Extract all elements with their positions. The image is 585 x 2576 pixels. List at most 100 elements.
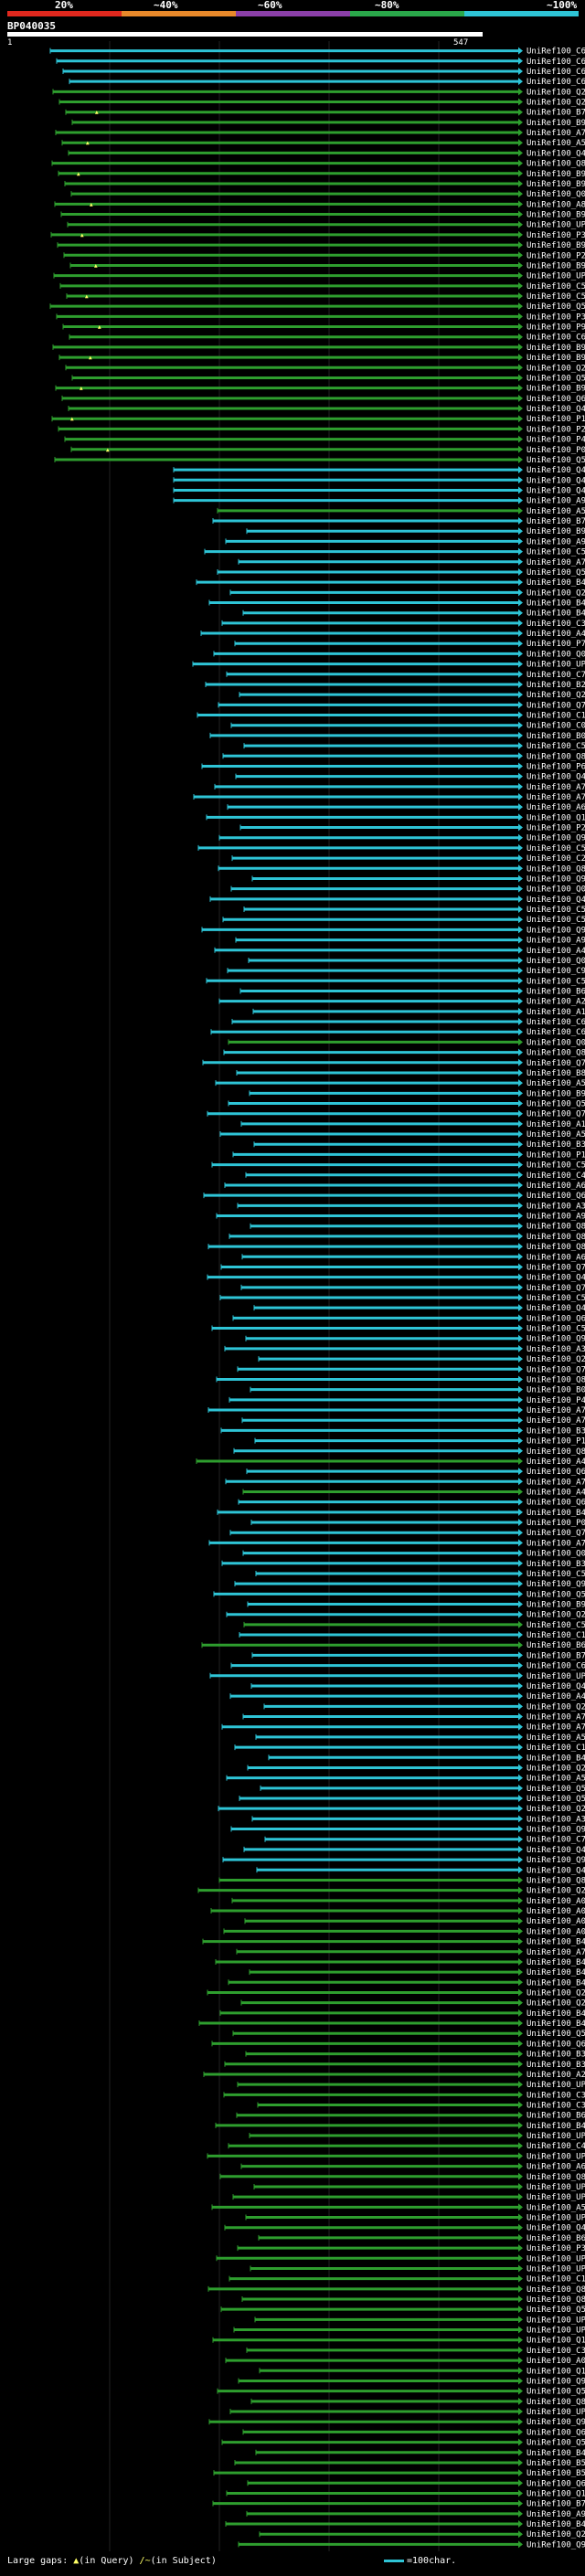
hit-label[interactable]: UniRef100_Q6FUE0 [526, 1314, 585, 1323]
hit-label[interactable]: UniRef100_Q0DJC0 [526, 190, 585, 199]
hit-label[interactable]: UniRef100_Q1SF75 [526, 2367, 585, 2376]
hit-label[interactable]: UniRef100_UP1000... [526, 661, 585, 670]
hit-label[interactable]: UniRef100_A7QMX6 [526, 1539, 585, 1548]
hit-label[interactable]: UniRef100_Q2Y6Q4 [526, 2530, 585, 2539]
hit-label[interactable]: UniRef100_C5DIR0 [526, 1294, 585, 1303]
hit-label[interactable]: UniRef100_A4R2F6 [526, 947, 585, 956]
hit-label[interactable]: UniRef100_Q7SP24 [526, 701, 585, 710]
hit-label[interactable]: UniRef100_C0S685 [526, 722, 585, 731]
hit-label[interactable]: UniRef100_A7RN38 [526, 1713, 585, 1723]
hit-label[interactable]: UniRef100_UP1000... [526, 272, 585, 281]
hit-label[interactable]: UniRef100_Q62526 [526, 2040, 585, 2049]
hit-label[interactable]: UniRef100_UP1000... [526, 2132, 585, 2141]
hit-label[interactable]: UniRef100_Q20727 [526, 1999, 585, 2009]
hit-label[interactable]: UniRef100_UP1000... [526, 2152, 585, 2161]
hit-label[interactable]: UniRef100_C5E3Z2 [526, 1570, 585, 1579]
hit-label[interactable]: UniRef100_A0E6R2 [526, 1907, 585, 1916]
hit-label[interactable]: UniRef100_UP1000... [526, 221, 585, 230]
hit-label[interactable]: UniRef100_C5Z3W6 [526, 1161, 585, 1171]
hit-label[interactable]: UniRef100_C4M7P7 [526, 2142, 585, 2151]
hit-label[interactable]: UniRef100_Q9UTW9 [526, 1335, 585, 1344]
hit-label[interactable]: UniRef100_A3LU05 [526, 1345, 585, 1354]
hit-label[interactable]: UniRef100_Q6ZNC1 [526, 1499, 585, 1508]
hit-label[interactable]: UniRef100_Q9P8M1 [526, 875, 585, 884]
hit-label[interactable]: UniRef100_Q22M56 [526, 1887, 585, 1896]
hit-label[interactable]: UniRef100_C5E317 [526, 1325, 585, 1334]
hit-label[interactable]: UniRef100_C6HEV0 [526, 1018, 585, 1027]
hit-label[interactable]: UniRef100_Q41630 [526, 466, 585, 475]
hit-label[interactable]: UniRef100_A7SL92 [526, 1723, 585, 1733]
hit-label[interactable]: UniRef100_C5Z1N1 [526, 548, 585, 557]
hit-label[interactable]: UniRef100_B6KKU9 [526, 2234, 585, 2243]
hit-label[interactable]: UniRef100_UP1000... [526, 2327, 585, 2336]
hit-label[interactable]: UniRef100_B2B1N6 [526, 681, 585, 690]
hit-label[interactable]: UniRef100_B9RYW7 [526, 119, 585, 128]
hit-label[interactable]: UniRef100_C5P936 [526, 844, 585, 853]
hit-label[interactable]: UniRef100_A9PDW7 [526, 537, 585, 546]
hit-label[interactable]: UniRef100_Q4DD13 [526, 1304, 585, 1313]
hit-label[interactable]: UniRef100_Q41628 [526, 476, 585, 485]
hit-label[interactable]: UniRef100_C5K7W1 [526, 742, 585, 751]
hit-label[interactable]: UniRef100_P40941 [526, 436, 585, 445]
hit-label[interactable]: UniRef100_A2R6S8 [526, 998, 585, 1007]
hit-label[interactable]: UniRef100_Q26006 [526, 1805, 585, 1814]
hit-label[interactable]: UniRef100_Q5U2T2 [526, 2306, 585, 2315]
hit-label[interactable]: UniRef100_C2LEE6 [526, 854, 585, 864]
hit-label[interactable]: UniRef100_P18238 [526, 1437, 585, 1447]
hit-label[interactable]: UniRef100_Q2HWA0 [526, 691, 585, 700]
hit-label[interactable]: UniRef100_A9X787 [526, 2510, 585, 2519]
hit-label[interactable]: UniRef100_Q6BPN0 [526, 1192, 585, 1201]
hit-label[interactable]: UniRef100_C1BZG7 [526, 2275, 585, 2284]
hit-label[interactable]: UniRef100_Q4UDK1 [526, 1682, 585, 1691]
hit-label[interactable]: UniRef100_A0C6B0 [526, 2357, 585, 2366]
hit-label[interactable]: UniRef100_A5HUF4 [526, 1130, 585, 1140]
hit-label[interactable]: UniRef100_P27081 [526, 251, 585, 260]
hit-label[interactable]: UniRef100_B4NLJ9 [526, 1958, 585, 1967]
hit-label[interactable]: UniRef100_C3YDH8 [526, 2102, 585, 2111]
hit-label[interactable]: UniRef100_Q91Z57 [526, 1580, 585, 1589]
hit-label[interactable]: UniRef100_C7RHV1 [526, 1836, 585, 1845]
hit-label[interactable]: UniRef100_B9HHM8 [526, 211, 585, 220]
hit-label[interactable]: UniRef100_C1HCX9 [526, 712, 585, 721]
hit-label[interactable]: UniRef100_Q8JVH2 [526, 1049, 585, 1058]
hit-label[interactable]: UniRef100_B6TCI3 [526, 1641, 585, 1650]
hit-label[interactable]: UniRef100_B4LTY0 [526, 1968, 585, 1977]
hit-label[interactable]: UniRef100_Q7LNP2 [526, 1529, 585, 1538]
hit-label[interactable]: UniRef100_Q25692 [526, 1764, 585, 1773]
hit-label[interactable]: UniRef100_A4ROE5 [526, 630, 585, 639]
hit-label[interactable]: UniRef100_Q9L336 [526, 2418, 585, 2427]
hit-label[interactable]: UniRef100_Q7PG01 [526, 1059, 585, 1068]
hit-label[interactable]: UniRef100_B9GM71 [526, 261, 585, 270]
hit-label[interactable]: UniRef100_P62723 [526, 762, 585, 771]
hit-label[interactable]: UniRef100_P31692 [526, 2244, 585, 2253]
hit-label[interactable]: UniRef100_A1CRC7 [526, 1120, 585, 1129]
hit-label[interactable]: UniRef100_B0CPP7 [526, 732, 585, 741]
hit-label[interactable]: UniRef100_B9WMH1 [526, 1089, 585, 1098]
hit-label[interactable]: UniRef100_B4R0U5 [526, 1938, 585, 1947]
hit-label[interactable]: UniRef100_A7Q2D5 [526, 1948, 585, 1957]
hit-label[interactable]: UniRef100_C1BTY5 [526, 1744, 585, 1753]
hit-label[interactable]: UniRef100_Q49875 [526, 405, 585, 414]
hit-label[interactable]: UniRef100_B4IJ34 [526, 1754, 585, 1763]
hit-label[interactable]: UniRef100_Q1HRU0 [526, 2489, 585, 2498]
hit-label[interactable]: UniRef100_B4IQU0 [526, 2019, 585, 2029]
hit-label[interactable]: UniRef100_UP1000... [526, 2264, 585, 2274]
hit-label[interactable]: UniRef100_Q9WVT6 [526, 1856, 585, 1865]
hit-label[interactable]: UniRef100_Q76286 [526, 1365, 585, 1374]
hit-label[interactable]: UniRef100_Q2PF08 [526, 99, 585, 108]
hit-label[interactable]: UniRef100_Q43447 [526, 149, 585, 158]
hit-label[interactable]: UniRef100_Q1KZB2 [526, 2337, 585, 2346]
hit-label[interactable]: UniRef100_Q9P6K4 [526, 2540, 585, 2549]
hit-label[interactable]: UniRef100_Q87604 [526, 1233, 585, 1242]
hit-label[interactable]: UniRef100_C5XYM1 [526, 1621, 585, 1630]
hit-label[interactable]: UniRef100_Q0CT97 [526, 885, 585, 895]
hit-label[interactable]: UniRef100_B5FYE4 [526, 2459, 585, 2468]
hit-label[interactable]: UniRef100_C6THM5 [526, 78, 585, 87]
hit-label[interactable]: UniRef100_C3NUF9 [526, 620, 585, 629]
hit-label[interactable]: UniRef100_A7E677 [526, 783, 585, 792]
hit-label[interactable]: UniRef100_B4RK57 [526, 1509, 585, 1518]
hit-label[interactable]: UniRef100_B8NFS8 [526, 1069, 585, 1078]
hit-label[interactable]: UniRef100_Q1UEY8 [526, 813, 585, 822]
hit-label[interactable]: UniRef100_Q5K7W2 [526, 568, 585, 578]
hit-label[interactable]: UniRef100_B4G119 [526, 578, 585, 588]
